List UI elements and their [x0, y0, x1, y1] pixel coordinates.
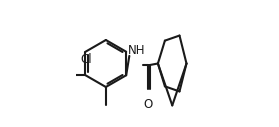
Text: Cl: Cl	[80, 53, 92, 66]
Text: O: O	[143, 98, 152, 111]
Text: NH: NH	[128, 44, 145, 57]
